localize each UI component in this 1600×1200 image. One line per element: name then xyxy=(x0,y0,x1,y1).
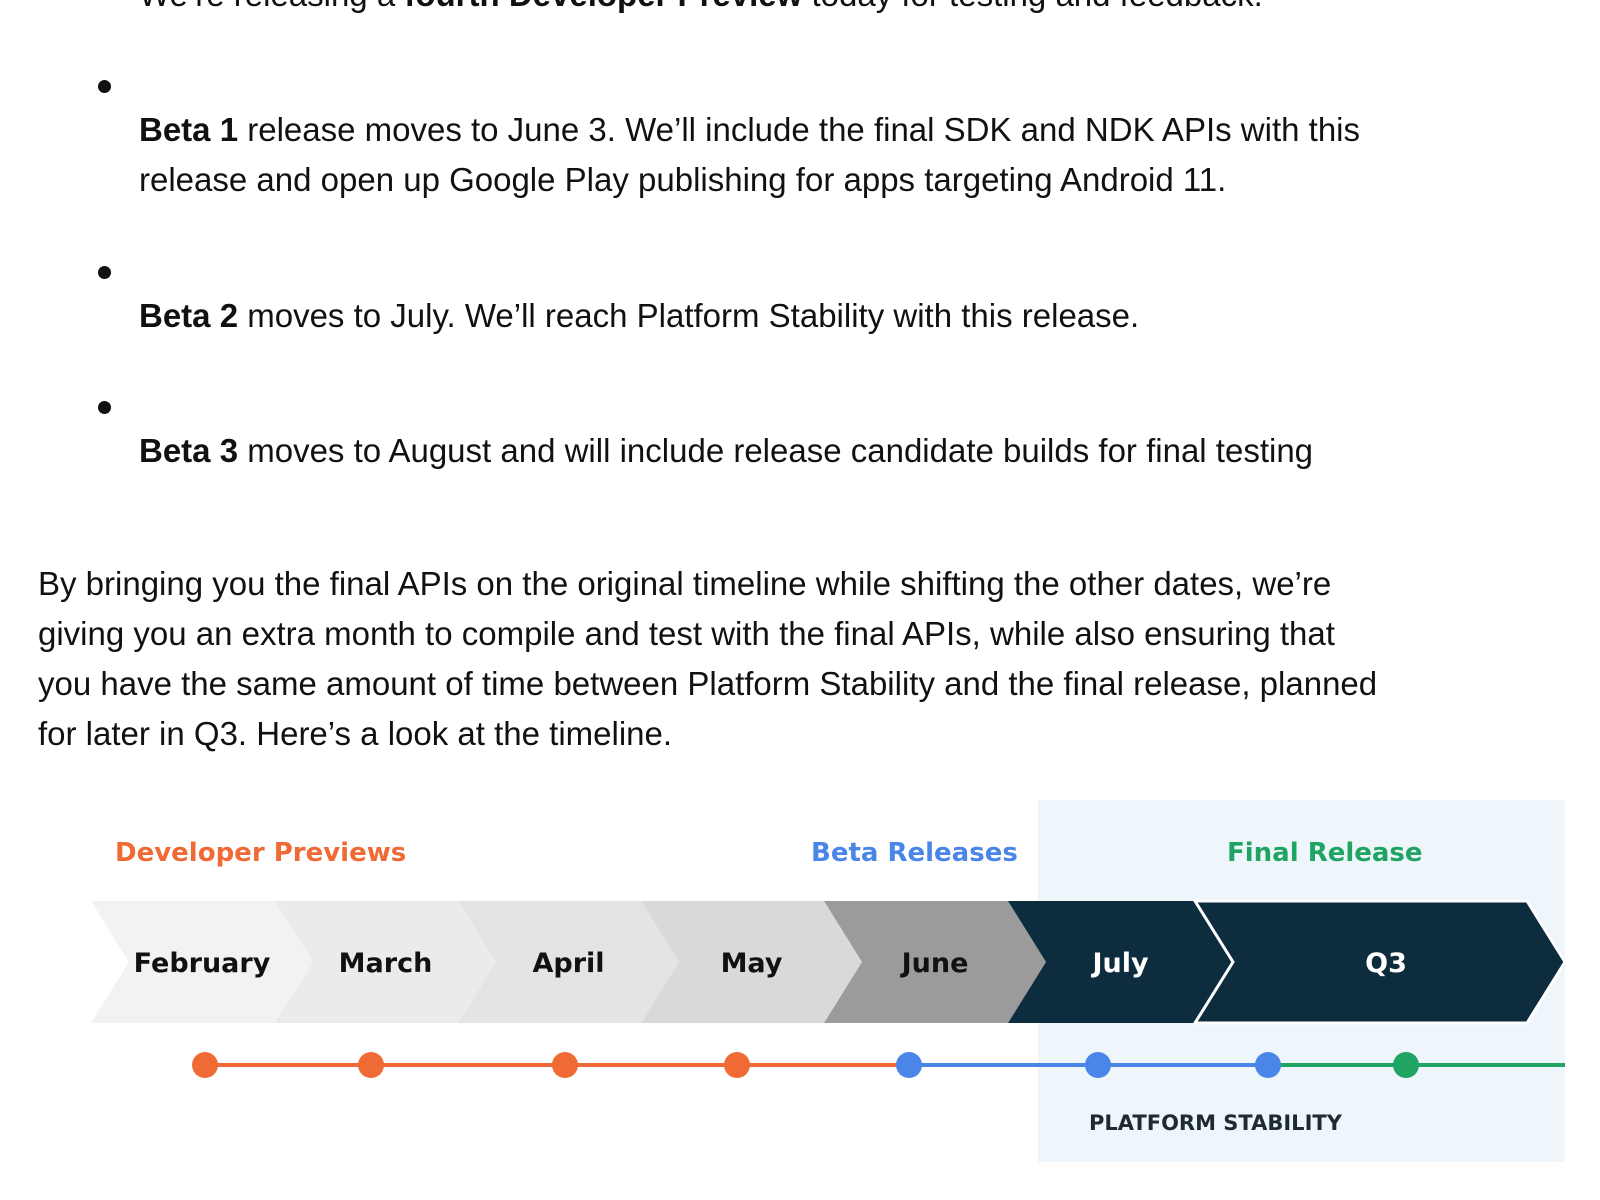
bullet-beta-3: Beta 3 moves to August and will include … xyxy=(139,432,1314,469)
segment-label: Q3 xyxy=(1365,948,1407,979)
segment-label: July xyxy=(1090,948,1149,979)
phase-label: Developer Previews xyxy=(115,838,406,868)
intro-text: We’re releasing a fourth Developer Previ… xyxy=(139,0,1263,20)
bullet-dot xyxy=(98,80,111,93)
platform-stability-label: PLATFORM STABILITY xyxy=(1089,1111,1343,1135)
phase-label: Final Release xyxy=(1227,838,1423,868)
timeline-segment-june xyxy=(824,901,1046,1023)
segment-label: April xyxy=(532,948,604,979)
milestone-dot xyxy=(1255,1052,1281,1078)
segment-label: June xyxy=(900,948,969,979)
bullet-beta-1: Beta 1 release moves to June 3. We’ll in… xyxy=(139,111,1360,198)
segment-label: March xyxy=(339,948,433,979)
segment-label: February xyxy=(134,948,271,979)
bullet-dot xyxy=(98,266,111,279)
milestone-dot xyxy=(1085,1052,1111,1078)
timeline-segment-q3 xyxy=(1192,899,1567,1025)
milestone-dot xyxy=(358,1052,384,1078)
bullet-beta-2: Beta 2 moves to July. We’ll reach Platfo… xyxy=(139,297,1140,334)
milestone-dot xyxy=(724,1052,750,1078)
timeline-segment-april xyxy=(458,901,679,1023)
timeline-segment-february xyxy=(91,901,313,1023)
timeline-segment-july xyxy=(1008,901,1233,1023)
milestone-dot xyxy=(1393,1052,1419,1078)
paragraph: By bringing you the final APIs on the or… xyxy=(38,565,1378,752)
timeline-segment-may xyxy=(641,901,862,1023)
timeline-segment-march xyxy=(275,901,496,1023)
milestone-dot xyxy=(896,1052,922,1078)
milestone-dot xyxy=(552,1052,578,1078)
phase-label: Beta Releases xyxy=(811,838,1018,868)
bullet-dot xyxy=(98,401,111,414)
segment-label: May xyxy=(721,948,783,979)
milestone-dot xyxy=(192,1052,218,1078)
